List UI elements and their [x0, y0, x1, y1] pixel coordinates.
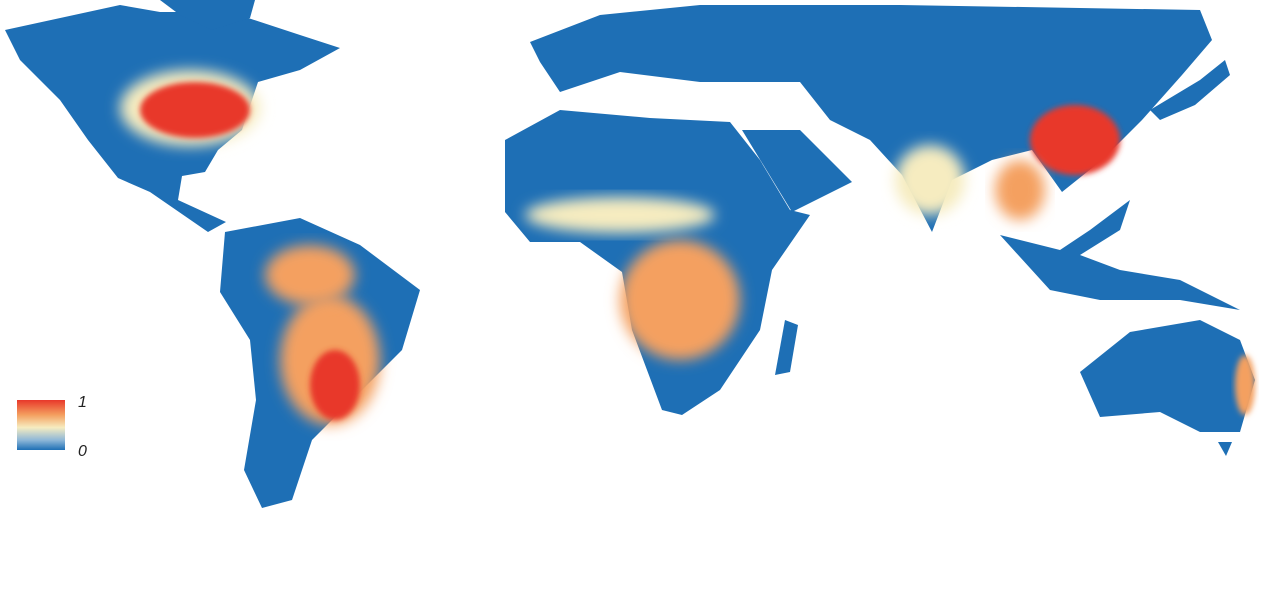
hotspot — [265, 245, 355, 305]
hotspot — [310, 350, 360, 420]
suitability-hotspots — [120, 70, 1255, 425]
legend-min-label: 0 — [78, 443, 87, 460]
hotspot — [1235, 355, 1255, 415]
madagascar — [775, 320, 798, 375]
hotspot — [525, 197, 715, 233]
australia — [1080, 320, 1255, 432]
tasmania — [1218, 442, 1232, 456]
hotspot — [1030, 105, 1120, 175]
eurasia — [530, 5, 1212, 232]
legend-color-bar — [17, 400, 65, 450]
hotspot — [140, 82, 250, 138]
indonesia — [1000, 200, 1240, 310]
legend-max-label: 1 — [78, 394, 87, 411]
hotspot — [995, 160, 1045, 220]
japan — [1150, 60, 1230, 120]
hotspot — [895, 145, 965, 215]
greenland — [160, 0, 255, 30]
legend: 1 0 — [17, 394, 87, 460]
arabia — [742, 130, 852, 212]
hotspot — [620, 240, 740, 360]
